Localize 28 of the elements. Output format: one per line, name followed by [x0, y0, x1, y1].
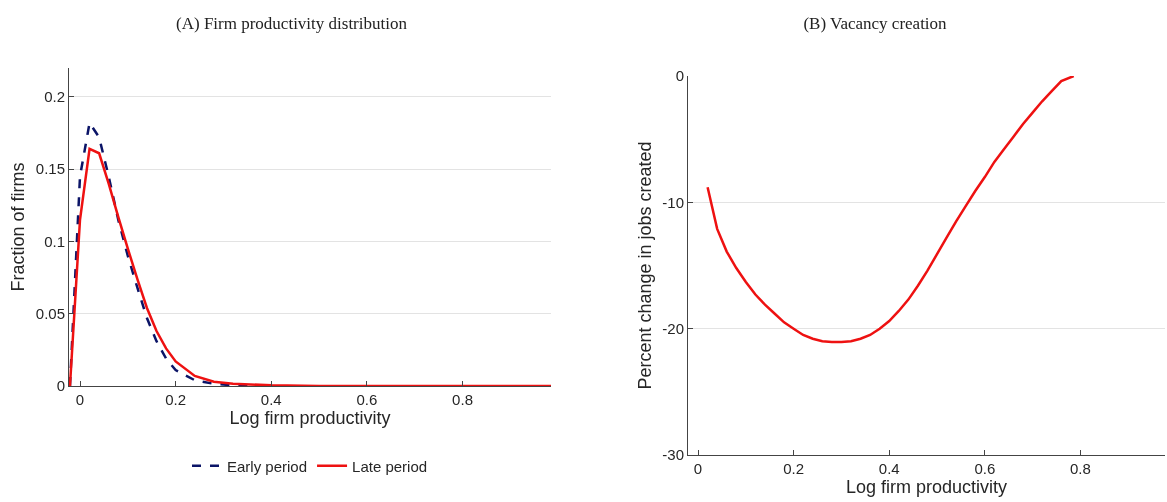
y-axis-title: Percent change in jobs created: [634, 141, 655, 390]
y-tick-label: 0.2: [44, 88, 65, 106]
y-tick-label: 0.15: [35, 160, 65, 178]
x-tick-label: 0.4: [878, 460, 900, 477]
y-tick-label: -30: [662, 446, 684, 464]
y-tick-label: -10: [662, 193, 684, 211]
line-series: [706, 76, 1075, 344]
x-tick-label: 0.4: [260, 391, 282, 408]
x-tick-label: 0.2: [783, 460, 805, 477]
y-tick-label: 0: [56, 377, 65, 395]
x-tick-label: 0.8: [452, 391, 473, 408]
x-axis-title: Log firm productivity: [229, 408, 391, 429]
y-axis-title: Fraction of firms: [8, 162, 28, 292]
y-tick-label: 0: [675, 67, 684, 85]
y-tick-label: 0.1: [44, 232, 65, 250]
x-axis-title: Log firm productivity: [845, 477, 1008, 498]
chart-title: (B) Vacancy creation: [803, 14, 948, 34]
legend-label: Late period: [352, 457, 428, 475]
chart-title: (A) Firm productivity distribution: [176, 14, 408, 34]
x-tick-label: 0: [693, 460, 703, 477]
x-tick-label: 0.2: [165, 391, 187, 408]
y-tick-label: 0.05: [35, 304, 65, 322]
x-tick-label: 0.8: [1069, 460, 1091, 477]
x-tick-label: 0.6: [356, 391, 378, 408]
x-tick-label: 0.6: [974, 460, 996, 477]
y-tick-label: -20: [662, 319, 684, 337]
x-tick-label: 0: [75, 391, 85, 408]
legend-label: Early period: [227, 457, 308, 475]
